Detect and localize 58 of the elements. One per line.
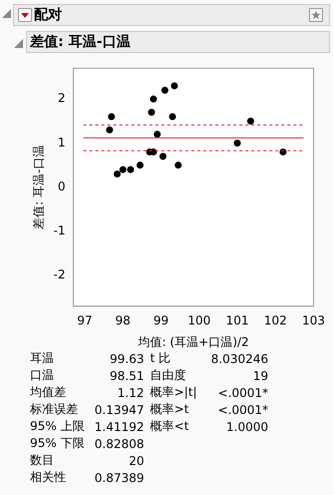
text: <.0001* [216, 402, 270, 418]
text: 耳温 [29, 350, 55, 367]
text: 概率>t [149, 401, 190, 418]
text: 19 [252, 368, 270, 384]
text: 标准误差 [29, 401, 79, 418]
point [174, 162, 182, 169]
chart-title: 配对 [34, 6, 62, 24]
point [234, 140, 241, 147]
x-tick-label: 100 [188, 314, 211, 328]
text: 自由度 [149, 367, 188, 384]
point [154, 130, 161, 138]
y-tick-label: 2 [58, 91, 66, 106]
text: 98.51 [108, 368, 146, 384]
point [106, 126, 114, 134]
y-tick-label: 0 [58, 179, 66, 194]
text: 0.13947 [94, 402, 146, 418]
text: 1.41192 [94, 418, 146, 435]
text: 0.82808 [94, 436, 146, 452]
text: 95% 上限 [29, 418, 86, 435]
text: 概率>|t| [149, 384, 198, 401]
text: 均值差 [29, 384, 67, 401]
point [159, 152, 166, 160]
text: 99.63 [108, 350, 146, 367]
point [148, 108, 156, 116]
x-tick-label: 102 [264, 314, 287, 328]
text: 8.030246 [210, 350, 270, 367]
point [119, 166, 126, 174]
y-tick-label: 1 [58, 135, 66, 150]
text: 20 [128, 452, 146, 469]
text: 0.87389 [94, 470, 146, 486]
x-axis-title: 均值: (耳温+口温)/2 [136, 334, 249, 349]
y-tick-label: -1 [53, 223, 66, 238]
point [114, 170, 121, 178]
text: t 比 [149, 350, 172, 367]
point [170, 82, 178, 90]
point [150, 96, 157, 103]
text: 1.0000 [225, 418, 270, 435]
x-tick-label: 101 [226, 314, 249, 328]
point [161, 86, 168, 94]
x-tick-label: 98 [115, 314, 131, 328]
y-axis-title: 差值: 耳温-口温 [31, 145, 46, 230]
x-tick-label: 103 [302, 314, 325, 328]
y-tick-label: -2 [53, 267, 66, 282]
point [136, 162, 144, 169]
text: 相关性 [29, 469, 67, 486]
point [247, 118, 254, 125]
text: 概率<t [149, 418, 190, 435]
chart-subtitle: 差值: 耳温-口温 [30, 33, 130, 51]
point [127, 166, 134, 174]
text: 数目 [29, 452, 55, 469]
x-tick-label: 99 [153, 314, 169, 328]
text: 95% 下限 [29, 435, 86, 452]
text: <.0001* [216, 384, 270, 401]
text: 1.12 [116, 384, 146, 401]
x-tick-label: 97 [77, 314, 92, 328]
point [108, 113, 115, 120]
point [168, 113, 176, 120]
text: 口温 [29, 367, 55, 384]
